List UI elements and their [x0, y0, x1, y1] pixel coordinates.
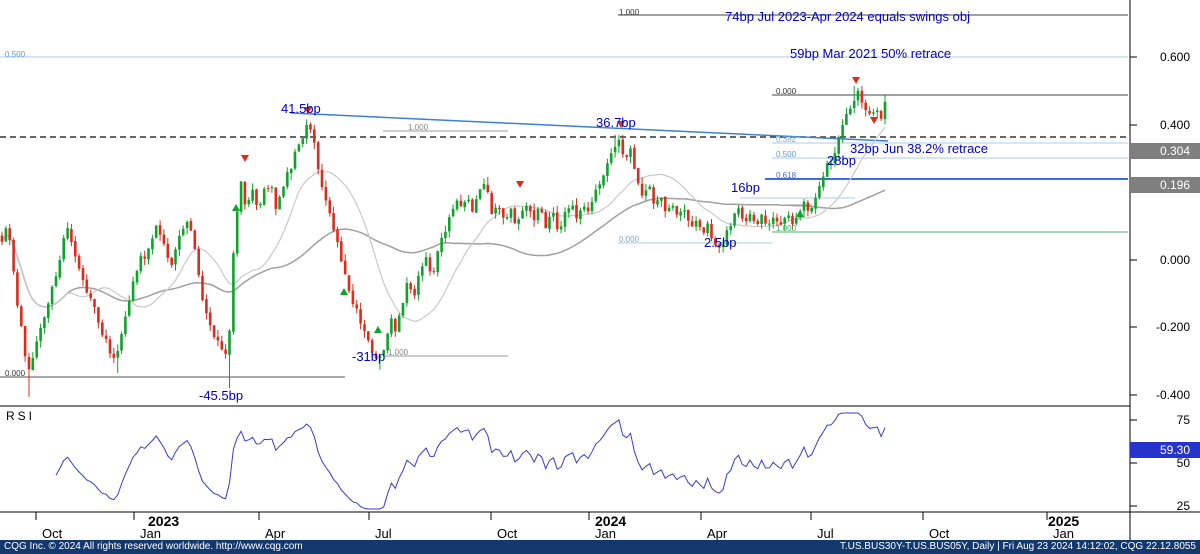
- status-bar: CQG Inc. © 2024 All rights reserved worl…: [0, 540, 1200, 554]
- symbol-info-text: T.US.BUS30Y-T.US.BUS05Y, Daily | Fri Aug…: [839, 541, 1196, 552]
- copyright-text: CQG Inc. © 2024 All rights reserved worl…: [4, 541, 303, 552]
- rsi-study-label: RSI: [6, 409, 36, 423]
- chart-canvas[interactable]: [0, 0, 1200, 540]
